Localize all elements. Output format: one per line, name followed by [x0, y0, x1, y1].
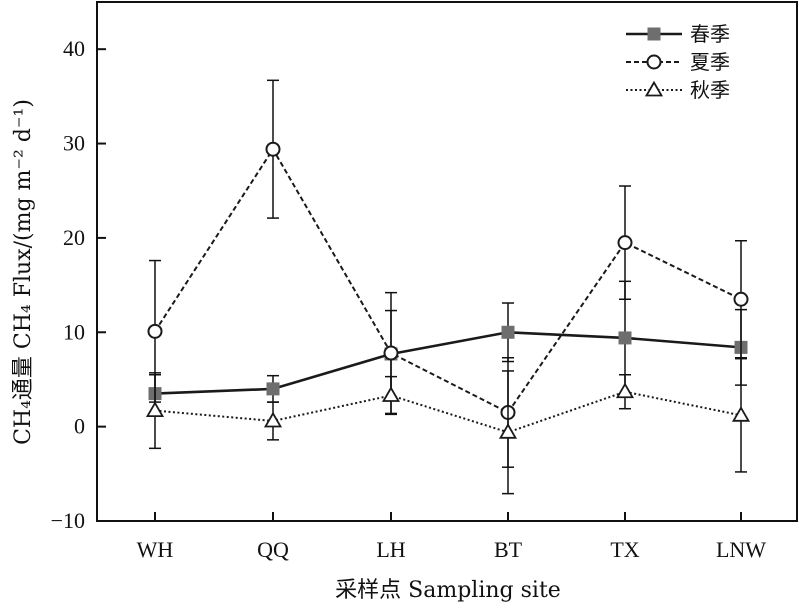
data-point [618, 331, 632, 345]
y-tick-label: 40 [63, 36, 85, 61]
series-2 [147, 79, 749, 468]
x-tick-label: LNW [716, 537, 766, 562]
data-point [147, 323, 163, 339]
y-tick-label: 0 [74, 414, 85, 439]
x-tick-label: WH [137, 537, 174, 562]
data-point [615, 382, 635, 399]
y-tick-label: −10 [51, 508, 85, 533]
data-point [617, 235, 633, 251]
y-tick-label: 30 [63, 131, 85, 156]
data-point [266, 382, 280, 396]
series-line [154, 330, 742, 395]
data-point [145, 401, 165, 417]
plot-frame [96, 1, 798, 522]
x-tick-label: TX [610, 537, 639, 562]
legend-marker [644, 80, 664, 97]
series-line [154, 147, 742, 414]
y-tick-label: 20 [63, 225, 85, 250]
y-axis-title: CH₄通量 CH₄ Flux/(mg m⁻² d⁻¹) [11, 99, 36, 445]
legend-marker [647, 27, 661, 41]
data-point [263, 411, 283, 428]
legend-label: 春季 [690, 22, 730, 46]
x-tick-label: BT [494, 537, 523, 562]
x-tick-label: LH [376, 537, 405, 562]
data-point [381, 386, 401, 402]
data-point [383, 345, 399, 361]
x-tick-label: QQ [257, 537, 289, 562]
legend-label: 秋季 [690, 78, 730, 102]
data-point [498, 422, 518, 439]
data-point [265, 141, 281, 157]
series-3 [145, 357, 751, 495]
series-layer [145, 79, 751, 495]
data-point [733, 291, 749, 307]
data-point [501, 325, 515, 339]
legend-label: 夏季 [690, 50, 730, 74]
axes-layer: −10 0 10 20 30 40 WH QQ LH BT TX LNW [51, 1, 798, 562]
series-line [154, 390, 742, 434]
x-axis-title: 采样点 Sampling site [335, 578, 561, 603]
data-point [731, 406, 751, 422]
y-tick-label: 10 [63, 319, 85, 344]
series-1 [148, 280, 748, 414]
legend-marker [646, 54, 662, 70]
